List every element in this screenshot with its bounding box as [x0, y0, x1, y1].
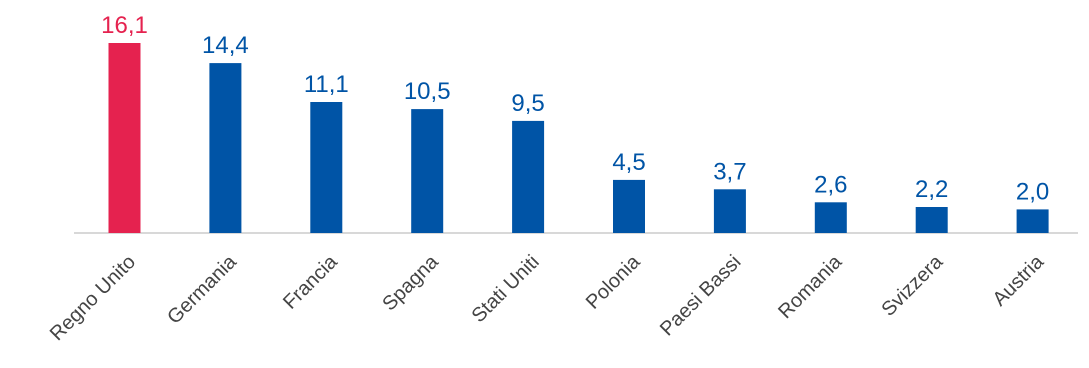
tick-label-spagna: Spagna — [378, 250, 443, 315]
value-label-stati-uniti: 9,5 — [511, 90, 544, 117]
tick-label-paesi-bassi: Paesi Bassi — [656, 251, 745, 340]
tick-label-polonia: Polonia — [582, 250, 645, 313]
value-label-romania: 2,6 — [814, 171, 847, 198]
value-label-polonia: 4,5 — [612, 149, 645, 176]
value-label-spagna: 10,5 — [404, 78, 451, 105]
tick-label-stati-uniti: Stati Uniti — [468, 251, 544, 327]
bar-paesi-bassi — [713, 189, 746, 233]
tick-label-romania: Romania — [774, 250, 847, 323]
tick-label-francia: Francia — [279, 250, 342, 313]
value-label-germania: 14,4 — [202, 32, 249, 59]
tick-label-svizzera: Svizzera — [877, 250, 947, 320]
value-label-regno-unito: 16,1 — [101, 12, 148, 39]
value-label-paesi-bassi: 3,7 — [713, 158, 746, 185]
value-label-austria: 2,0 — [1016, 178, 1049, 205]
bar-regno-unito — [108, 43, 141, 233]
value-label-francia: 11,1 — [304, 71, 349, 98]
bar-polonia — [613, 179, 645, 233]
bar-svizzera — [915, 207, 948, 233]
value-label-svizzera: 2,2 — [915, 176, 948, 203]
bar-francia — [310, 102, 343, 233]
bar-austria — [1016, 209, 1049, 233]
bar-romania — [814, 202, 847, 233]
tick-label-germania: Germania — [163, 250, 241, 328]
bar-stati-uniti — [512, 120, 545, 233]
tick-label-austria: Austria — [989, 250, 1049, 310]
bar-germania — [209, 63, 242, 233]
bar-spagna — [411, 109, 444, 233]
tick-label-regno-unito: Regno Unito — [46, 251, 140, 345]
